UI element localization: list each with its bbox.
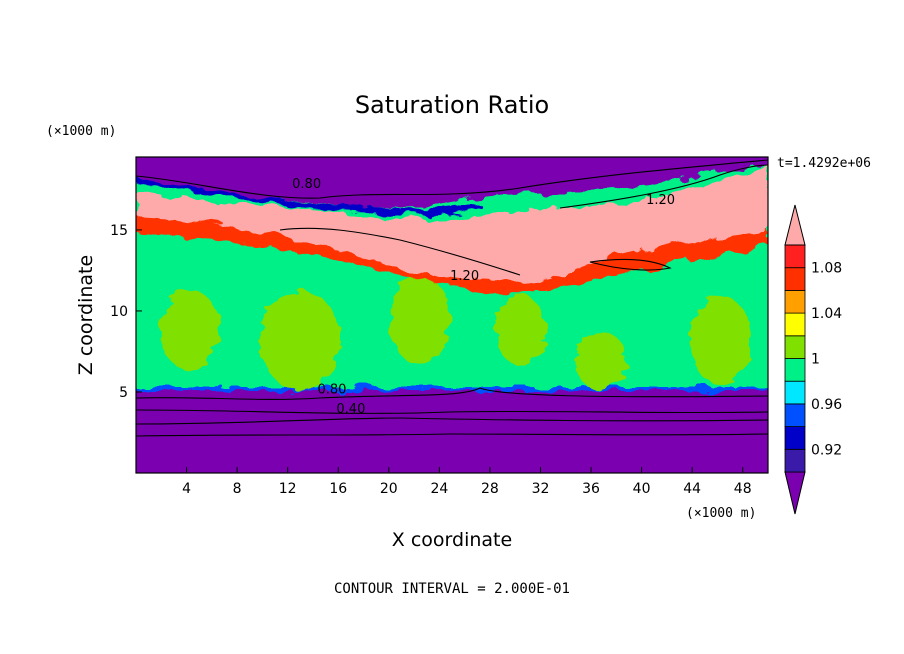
x-tick-label: 28 bbox=[481, 481, 499, 497]
colorbar-segment bbox=[784, 289, 806, 314]
colorbar: 0.92 0.96 1 1.04 1.08 bbox=[784, 204, 842, 515]
colorbar-segment bbox=[784, 426, 806, 450]
y-axis-label: Z coordinate bbox=[75, 255, 97, 375]
x-unit-label: (×1000 m) bbox=[686, 506, 756, 521]
green-patch bbox=[495, 295, 545, 365]
x-tick-label: 36 bbox=[582, 481, 600, 497]
colorbar-label: 1.04 bbox=[811, 306, 842, 322]
colorbar-label: 0.96 bbox=[811, 397, 842, 413]
contour-interval-footer: CONTOUR INTERVAL = 2.000E-01 bbox=[334, 581, 570, 597]
colorbar-segment bbox=[784, 335, 806, 359]
colorbar-segment bbox=[784, 403, 806, 427]
green-patch bbox=[160, 290, 220, 370]
x-tick-label: 44 bbox=[683, 481, 701, 497]
x-tick-label: 40 bbox=[633, 481, 651, 497]
colorbar-segment bbox=[784, 380, 806, 405]
x-axis-label: X coordinate bbox=[392, 529, 512, 551]
lower-dry-layer bbox=[136, 389, 768, 473]
contour-line bbox=[136, 433, 768, 437]
contour-label: 1.20 bbox=[450, 269, 479, 284]
y-tick-label: 10 bbox=[110, 304, 128, 320]
colorbar-label: 1.08 bbox=[811, 261, 842, 277]
x-tick-label: 8 bbox=[233, 481, 242, 497]
colorbar-segment bbox=[784, 267, 806, 291]
contour-line bbox=[136, 387, 768, 400]
contour-labels: 0.80 1.20 1.20 0.80 0.40 bbox=[292, 177, 675, 417]
contour-label: 0.80 bbox=[292, 177, 321, 192]
x-tick-label: 32 bbox=[532, 481, 550, 497]
colorbar-label: 0.92 bbox=[811, 442, 842, 458]
colorbar-label: 1 bbox=[811, 352, 820, 368]
upper-dry-edge bbox=[136, 177, 481, 215]
plot-frame bbox=[135, 156, 769, 474]
upper-dry-cap bbox=[136, 157, 768, 208]
x-tick-label: 4 bbox=[182, 481, 191, 497]
contour-lines bbox=[136, 159, 768, 437]
chart-title: Saturation Ratio bbox=[355, 91, 549, 119]
colorbar-segment bbox=[784, 358, 806, 382]
colorbar-segment bbox=[784, 448, 806, 473]
x-tick-label: 24 bbox=[430, 481, 448, 497]
contour-line bbox=[559, 164, 768, 209]
y-unit-label: (×1000 m) bbox=[46, 124, 116, 139]
contour-line bbox=[136, 417, 768, 425]
green-patch bbox=[260, 290, 340, 390]
green-patch bbox=[575, 330, 625, 390]
contour-label: 0.40 bbox=[336, 402, 365, 417]
upper-pink-zone bbox=[136, 165, 768, 283]
x-tick-label: 20 bbox=[380, 481, 398, 497]
y-axis: 5 10 15 bbox=[110, 223, 142, 401]
x-tick-label: 12 bbox=[279, 481, 297, 497]
x-tick-label: 48 bbox=[734, 481, 752, 497]
colorbar-segment bbox=[784, 312, 806, 337]
contour-line bbox=[136, 159, 768, 199]
colorbar-over-triangle bbox=[784, 204, 806, 246]
green-patch bbox=[690, 295, 750, 385]
colorbar-under-triangle bbox=[784, 471, 806, 515]
x-axis: 4 8 12 16 20 24 28 32 36 40 44 48 bbox=[182, 467, 752, 497]
contour-label: 1.20 bbox=[646, 193, 675, 208]
colorbar-segment bbox=[784, 244, 806, 269]
time-label: t=1.4292e+06 bbox=[777, 156, 871, 171]
y-tick-label: 5 bbox=[119, 385, 128, 401]
y-tick-label: 15 bbox=[110, 223, 128, 239]
contour-line bbox=[279, 227, 521, 276]
green-patch bbox=[390, 275, 450, 365]
x-tick-label: 16 bbox=[329, 481, 347, 497]
contour-label: 0.80 bbox=[317, 383, 346, 398]
contour-line bbox=[136, 409, 768, 414]
contour-line bbox=[589, 258, 672, 271]
saturation-field bbox=[136, 157, 768, 473]
